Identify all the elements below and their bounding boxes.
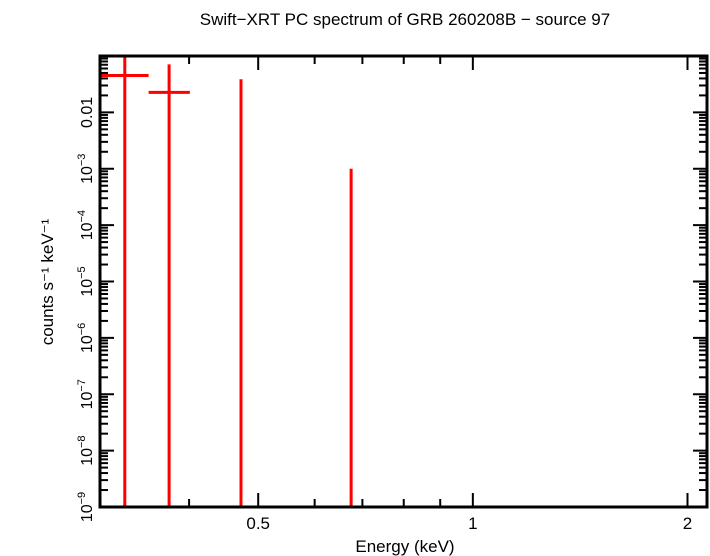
data-point	[148, 64, 190, 507]
y-tick-label: 10−9	[76, 492, 96, 522]
data-point	[100, 56, 149, 507]
x-tick-label: 1	[468, 514, 477, 533]
y-tick-label: 10−4	[76, 210, 96, 240]
plot-frame	[98, 54, 709, 509]
x-tick-label: 2	[683, 514, 692, 533]
y-tick-label: 10−7	[76, 379, 96, 409]
y-tick-label: 10−8	[76, 435, 96, 465]
y-tick-label: 0.01	[79, 97, 96, 128]
y-tick-label: 10−5	[76, 266, 96, 296]
y-tick-label: 10−3	[76, 154, 96, 184]
y-tick-label: 10−6	[76, 323, 96, 353]
x-tick-label: 0.5	[246, 514, 270, 533]
x-axis-label: Energy (keV)	[355, 537, 454, 556]
chart-title: Swift−XRT PC spectrum of GRB 260208B − s…	[200, 10, 610, 29]
y-axis-label: counts s⁻¹ keV⁻¹	[38, 218, 57, 345]
